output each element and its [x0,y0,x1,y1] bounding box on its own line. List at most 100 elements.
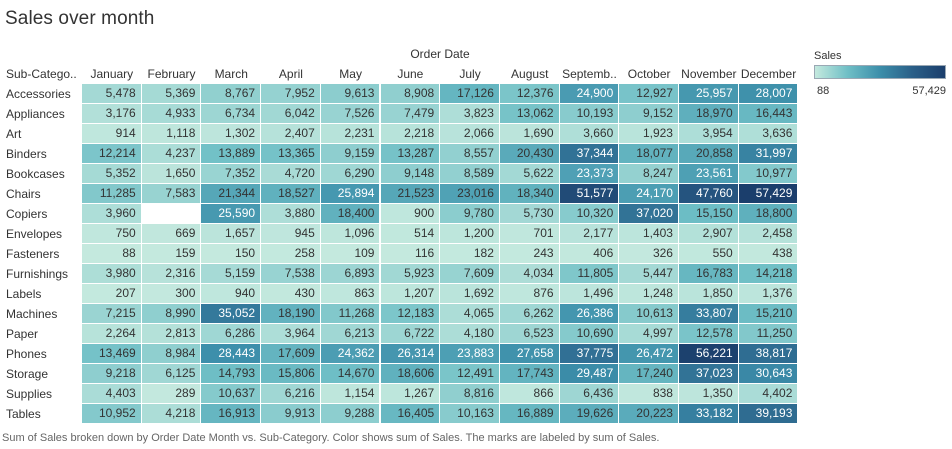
row-label: Envelopes [6,227,63,241]
heatmap-cell: 9,288 [320,404,380,423]
heatmap-cell: 243 [499,244,559,263]
column-label: January [90,67,134,81]
heatmap-cell: 207 [82,284,141,303]
heatmap-cell: 10,613 [619,304,678,323]
heatmap-cell: 35,052 [201,304,261,323]
heatmap-cell: 1,850 [679,284,738,303]
legend-max-label: 57,429 [912,85,946,97]
row-label: Fasteners [6,247,60,261]
heatmap-cell: 1,657 [201,224,261,243]
heatmap-cell: 2,218 [380,124,440,143]
heatmap-cell: 21,344 [201,184,261,203]
heatmap-cell: 4,180 [440,324,499,343]
heatmap-cell: 2,264 [82,324,141,343]
chart-caption: Sum of Sales broken down by Order Date M… [2,432,660,444]
heatmap-cell: 1,403 [619,224,678,243]
heatmap-cell: 8,908 [380,84,440,103]
row-label: Bookcases [6,167,65,181]
heatmap-cell: 1,200 [440,224,499,243]
heatmap-cell: 11,285 [82,184,141,203]
heatmap-cell: 326 [619,244,678,263]
heatmap-cell: 12,183 [380,304,440,323]
heatmap-cell: 3,960 [82,204,141,223]
heatmap-cell: 7,479 [380,104,440,123]
row-label: Phones [6,347,47,361]
row-label: Art [6,127,22,141]
heatmap-cell: 4,402 [738,384,798,403]
heatmap-cell: 17,609 [261,344,320,363]
heatmap-cell: 25,590 [201,204,261,223]
heatmap-cell: 669 [141,224,201,243]
heatmap-cell: 1,496 [559,284,619,303]
heatmap-cell: 7,583 [141,184,201,203]
heatmap-cell: 18,527 [261,184,320,203]
heatmap-cell: 5,923 [380,264,440,283]
heatmap-cell: 9,159 [320,144,380,163]
heatmap-cell: 88 [82,244,141,263]
column-label: March [214,67,248,81]
heatmap-cell: 18,190 [261,304,320,323]
heatmap-cell: 16,889 [499,404,559,423]
heatmap-cell: 150 [201,244,261,263]
heatmap-cell: 701 [499,224,559,243]
heatmap-cell: 8,816 [440,384,499,403]
heatmap-cell: 1,302 [201,124,261,143]
heatmap-cell: 12,578 [679,324,738,343]
heatmap-cell: 6,216 [261,384,320,403]
heatmap-cell: 3,964 [261,324,320,343]
heatmap-cell: 6,213 [320,324,380,343]
heatmap-cell: 159 [141,244,201,263]
heatmap-cell: 9,613 [320,84,380,103]
heatmap-cell: 4,997 [619,324,678,343]
heatmap-cell: 5,159 [201,264,261,283]
heatmap-cell: 15,806 [261,364,320,383]
heatmap-cell: 10,320 [559,204,619,223]
row-label: Chairs [6,187,41,201]
heatmap-cell: 6,262 [499,304,559,323]
row-label: Paper [6,327,39,341]
heatmap-cell: 20,223 [619,404,678,423]
legend-title: Sales [814,50,842,62]
heatmap-cell: 13,365 [261,144,320,163]
column-label: July [459,67,481,81]
column-label: February [147,67,196,81]
heatmap-cell: 9,218 [82,364,141,383]
heatmap-cell: 7,952 [261,84,320,103]
heatmap-cell: 30,643 [738,364,798,383]
heatmap-cell: 8,767 [201,84,261,103]
heatmap-cell: 18,800 [738,204,798,223]
heatmap-cell: 23,373 [559,164,619,183]
heatmap-cell: 29,487 [559,364,619,383]
heatmap-cell: 16,913 [201,404,261,423]
heatmap-cell: 914 [82,124,141,143]
heatmap-cell: 2,407 [261,124,320,143]
column-label: December [740,67,797,81]
heatmap-cell: 17,240 [619,364,678,383]
heatmap-cell: 940 [201,284,261,303]
heatmap-cell: 8,247 [619,164,678,183]
heatmap-cell: 5,478 [82,84,141,103]
heatmap-cell: 15,150 [679,204,738,223]
heatmap-cell: 12,376 [499,84,559,103]
heatmap-cell: 13,469 [82,344,141,363]
heatmap-cell: 26,386 [559,304,619,323]
column-label: Septemb.. [562,67,617,81]
column-label: November [681,67,737,81]
heatmap-cell: 866 [499,384,559,403]
legend-color-bar [814,65,946,79]
row-label: Binders [6,147,47,161]
heatmap-cell: 12,927 [619,84,678,103]
heatmap-cell: 20,430 [499,144,559,163]
heatmap-cell: 1,650 [141,164,201,183]
row-label: Furnishings [6,267,69,281]
heatmap-cell: 19,626 [559,404,619,423]
heatmap-cell: 24,900 [559,84,619,103]
heatmap-cell: 258 [261,244,320,263]
heatmap-cell: 900 [380,204,440,223]
heatmap-cell: 23,561 [679,164,738,183]
row-label: Appliances [6,107,65,121]
row-label: Supplies [6,387,53,401]
heatmap-cell: 8,984 [141,344,201,363]
heatmap-cell: 3,980 [82,264,141,283]
heatmap-cell: 23,016 [440,184,499,203]
